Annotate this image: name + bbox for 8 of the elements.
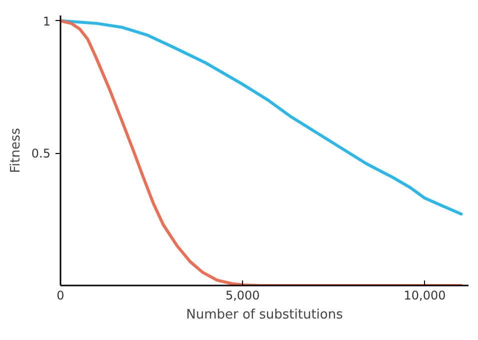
x-tick-label: 10,000 (404, 288, 446, 302)
x-axis-title: Number of substitutions (186, 308, 344, 322)
y-axis-title: Fitness (8, 128, 24, 174)
x-tick-label: 0 (56, 288, 64, 302)
x-tick-label: 5,000 (225, 288, 260, 302)
line-series (60, 19, 463, 216)
y-tick-label: 0.5 (31, 146, 51, 161)
y-tick-label: 1 (42, 14, 51, 28)
